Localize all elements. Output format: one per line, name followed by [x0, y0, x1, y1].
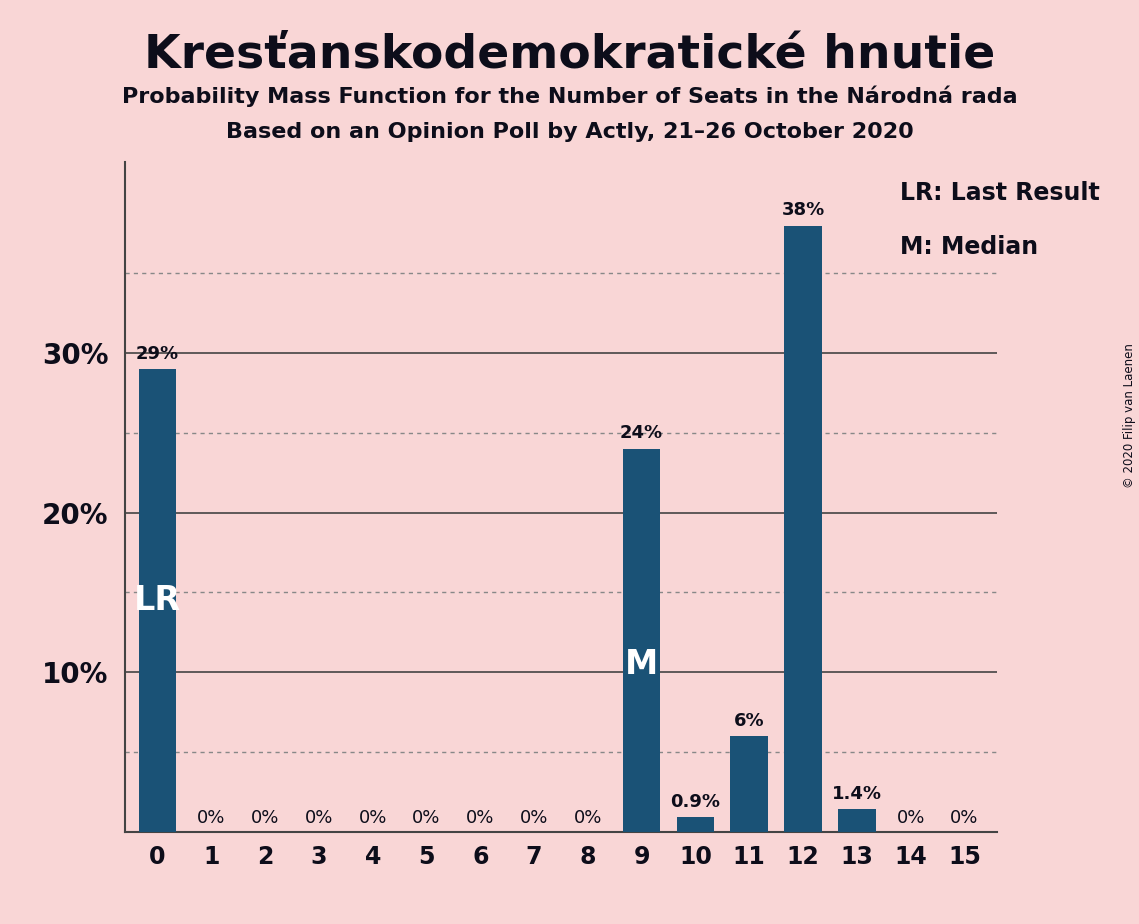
Bar: [838, 809, 876, 832]
Text: 24%: 24%: [620, 424, 663, 443]
Text: 29%: 29%: [136, 345, 179, 363]
Bar: [139, 369, 177, 832]
Text: 0%: 0%: [896, 808, 925, 827]
Text: M: Median: M: Median: [900, 235, 1038, 259]
Text: 0%: 0%: [251, 808, 279, 827]
Text: 0%: 0%: [359, 808, 387, 827]
Text: © 2020 Filip van Laenen: © 2020 Filip van Laenen: [1123, 344, 1137, 488]
Bar: [730, 736, 768, 832]
Text: LR: Last Result: LR: Last Result: [900, 181, 1099, 205]
Text: 0%: 0%: [519, 808, 548, 827]
Text: Kresťanskodemokratické hnutie: Kresťanskodemokratické hnutie: [144, 32, 995, 78]
Text: 0%: 0%: [574, 808, 603, 827]
Bar: [784, 225, 822, 832]
Text: 0%: 0%: [466, 808, 494, 827]
Text: 0%: 0%: [950, 808, 978, 827]
Text: 0.9%: 0.9%: [671, 793, 721, 811]
Text: LR: LR: [134, 584, 181, 617]
Bar: [623, 449, 661, 832]
Text: 0%: 0%: [412, 808, 441, 827]
Text: 1.4%: 1.4%: [831, 784, 882, 803]
Text: 0%: 0%: [197, 808, 226, 827]
Text: 38%: 38%: [781, 201, 825, 219]
Text: M: M: [625, 648, 658, 681]
Text: Based on an Opinion Poll by Actly, 21–26 October 2020: Based on an Opinion Poll by Actly, 21–26…: [226, 122, 913, 142]
Bar: [677, 817, 714, 832]
Text: 0%: 0%: [305, 808, 333, 827]
Text: Probability Mass Function for the Number of Seats in the Národná rada: Probability Mass Function for the Number…: [122, 85, 1017, 106]
Text: 6%: 6%: [734, 711, 764, 730]
